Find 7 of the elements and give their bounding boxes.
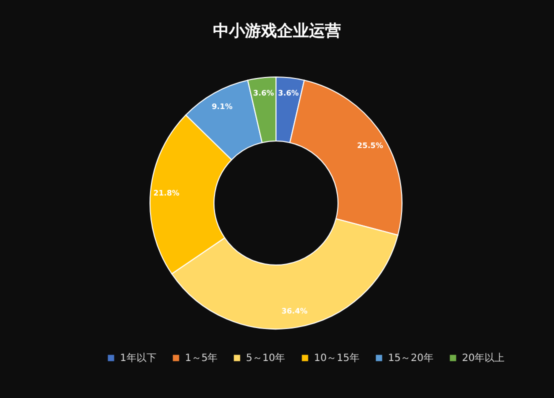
legend-label: 1～5年	[185, 352, 218, 364]
legend-label: 10～15年	[314, 352, 360, 364]
legend-label: 5～10年	[246, 352, 286, 364]
legend-label: 1年以下	[120, 352, 156, 364]
chart-title: 中小游戏企业运营	[213, 21, 341, 40]
legend-label: 15～20年	[388, 352, 434, 364]
legend-label: 20年以上	[462, 352, 505, 364]
